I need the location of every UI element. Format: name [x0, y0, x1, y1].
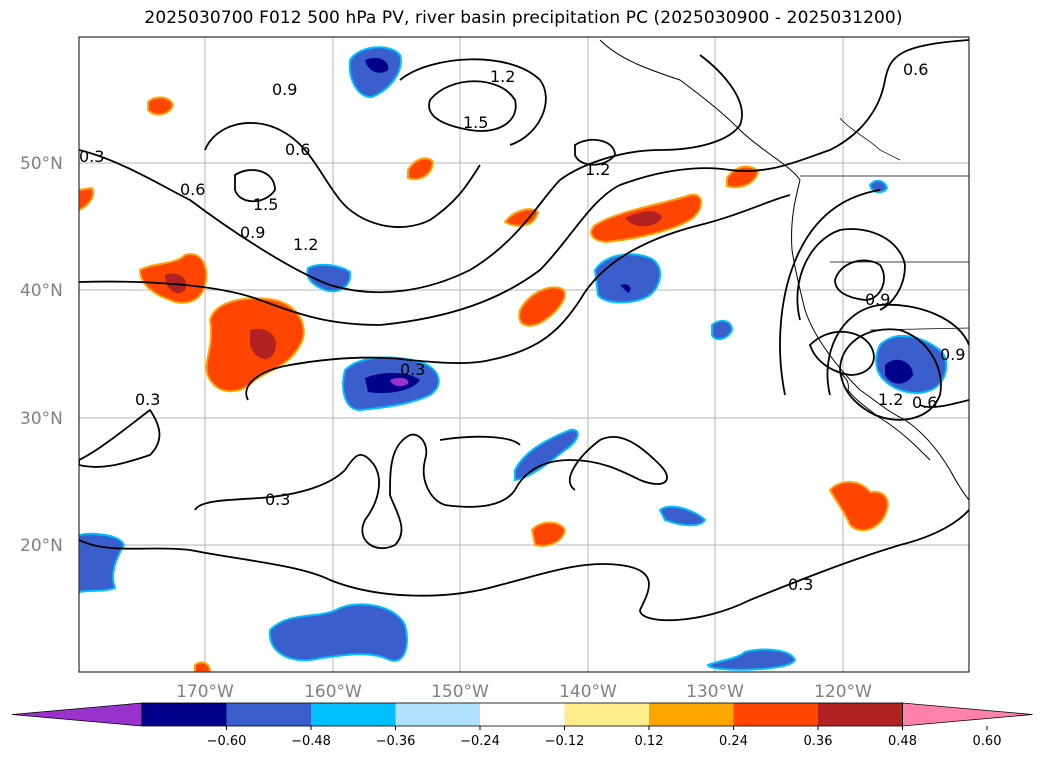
contour-label: 0.9 — [272, 80, 297, 99]
colorbar-segment — [226, 703, 312, 726]
coastlines — [599, 39, 969, 501]
colorbar-segment — [818, 703, 903, 726]
colorbar-frame — [141, 702, 903, 727]
colorbar-tick-label: −0.36 — [376, 734, 416, 749]
map-frame — [78, 36, 970, 673]
contour-label: 0.3 — [135, 390, 160, 409]
colorbar-segment — [395, 703, 481, 726]
contour-label: 1.2 — [878, 390, 903, 409]
lon-label: 140°W — [559, 682, 617, 702]
lat-label: 20°N — [20, 536, 63, 556]
contour-label: 1.5 — [253, 195, 278, 214]
contour-label: 1.2 — [490, 67, 515, 86]
longitude-labels: 170°W 160°W 150°W 140°W 130°W 120°W — [176, 682, 872, 702]
contour-label: 0.6 — [912, 393, 937, 412]
map-title: 2025030700 F012 500 hPa PV, river basin … — [144, 8, 903, 28]
colorbar-tick-label: −0.60 — [207, 734, 247, 749]
contour-label: 0.9 — [240, 223, 265, 242]
latitude-labels: 50°N 40°N 30°N 20°N — [20, 154, 63, 556]
lat-label: 40°N — [20, 281, 63, 301]
contour-label: 0.6 — [903, 60, 928, 79]
colorbar-extend-high — [902, 702, 1033, 727]
colorbar-segment — [311, 703, 396, 726]
contour-label: 0.3 — [400, 360, 425, 379]
colorbar-tick-label: −0.48 — [291, 734, 331, 749]
contour-label: 0.6 — [180, 180, 205, 199]
contour-label: 0.3 — [79, 147, 104, 166]
colorbar-tick-label: 0.60 — [973, 734, 1002, 749]
contour-labels: 0.9 1.2 1.5 0.6 0.3 1.5 0.6 0.9 1.2 1.2 … — [79, 60, 965, 594]
lon-label: 170°W — [176, 682, 234, 702]
colorbar-segment — [480, 703, 565, 726]
contour-label: 0.3 — [788, 575, 813, 594]
contour-label: 1.5 — [463, 113, 488, 132]
colorbar-tick-label: 0.12 — [635, 734, 664, 749]
colorbar-extend-low — [11, 702, 143, 727]
colorbar-segment — [733, 703, 819, 726]
contour-label: 1.2 — [585, 160, 610, 179]
lon-label: 160°W — [304, 682, 362, 702]
lat-label: 30°N — [20, 409, 63, 429]
colorbar-segment — [564, 703, 650, 726]
contour-label: 1.2 — [293, 235, 318, 254]
colorbar-segment — [142, 703, 227, 726]
lon-label: 120°W — [814, 682, 872, 702]
pv-contours — [79, 39, 969, 622]
lon-label: 130°W — [686, 682, 744, 702]
contour-label: 0.9 — [940, 345, 965, 364]
colorbar-tick-label: 0.48 — [888, 734, 917, 749]
contour-label: 0.3 — [265, 490, 290, 509]
contour-label: 0.9 — [865, 290, 890, 309]
colorbar-tick-label: −0.12 — [545, 734, 585, 749]
positive-precip-patches — [79, 96, 889, 672]
colorbar-tick-label: 0.24 — [719, 734, 748, 749]
colorbar: −0.60 −0.48 −0.36 −0.24 −0.12 0.12 0.24 0.36 0.4… — [11, 702, 1033, 749]
colorbar-segment — [649, 703, 734, 726]
lon-label: 150°W — [431, 682, 489, 702]
lat-label: 50°N — [20, 154, 63, 174]
contour-label: 0.6 — [285, 140, 310, 159]
colorbar-tick-label: −0.24 — [460, 734, 500, 749]
colorbar-tick-label: 0.36 — [804, 734, 833, 749]
